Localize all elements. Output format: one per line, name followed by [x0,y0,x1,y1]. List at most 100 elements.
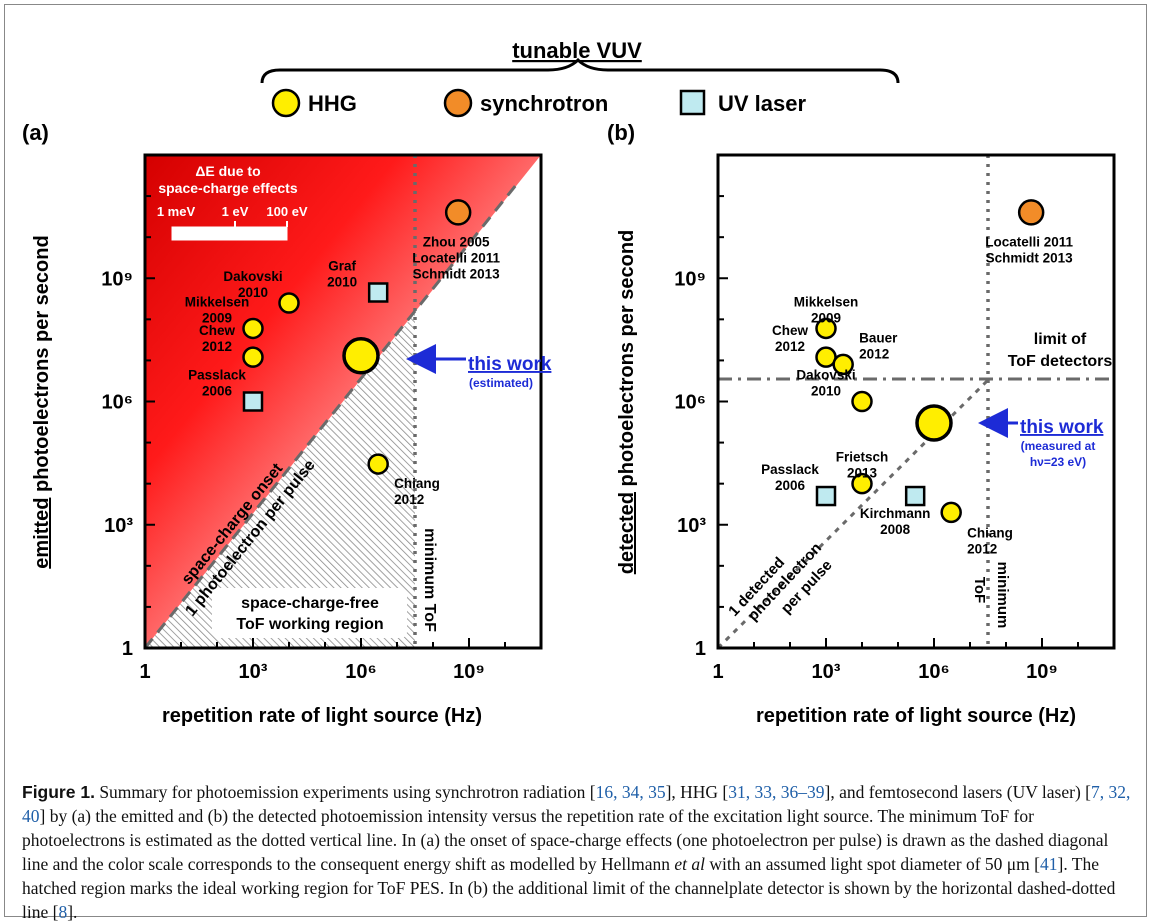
axis-ticks-a: 1 10³ 10⁶ 10⁹ 1 10³ 10⁶ 10⁹ [101,154,542,683]
legend-hhg-label: HHG [308,91,357,116]
data-point-label: Chiang 2012 [967,526,1013,557]
data-point-uvlaser [904,485,926,507]
x-tick-label: 1 [712,661,723,683]
this-work-point [915,404,953,442]
data-points-a: Zhou 2005 Locatelli 2011 Schmidt 2013 Dakov… [185,199,501,507]
figure: tunable VUV HHG synchrotron UV laser (a)… [22,38,1116,727]
this-work-sub-b-1: (measured at [1021,439,1096,453]
data-point-label: Kirchmann 2008 [860,506,931,537]
limit-label-1: limit of [1034,331,1087,348]
colorscale-tick-1: 1 meV [157,204,196,219]
x-tick-label: 10³ [239,661,268,683]
data-point-HHG [815,317,837,340]
x-tick-label: 10⁹ [453,661,485,683]
y-tick-label: 10³ [677,515,706,537]
x-tick-label: 10⁶ [918,661,949,683]
data-point-HHG [851,390,873,413]
data-point-HHG [367,453,389,475]
data-point-label: Passlack 2006 [761,462,819,493]
colorscale-title-1: ΔE due to [195,163,260,179]
citation-link[interactable]: 31, 33, 36–39 [728,782,825,802]
data-point-label: Chew 2012 [199,323,236,354]
this-work-annotation-a: this work (estimated) [406,344,552,390]
y-axis-label-a: emitted photoelectrons per second [31,235,53,568]
data-point-label: Chew 2012 [772,323,809,354]
this-work-sub-b-2: hν=23 eV) [1030,455,1086,469]
working-region-box: space-charge-free ToF working region [212,588,407,638]
colorscale-tick-2: 1 eV [222,204,249,219]
legend-uvlaser-marker [679,89,706,116]
citation-link[interactable]: 16, 34, 35 [595,782,666,802]
legend-synchrotron-marker [443,88,473,118]
data-point-uvlaser [367,282,389,303]
this-work-annotation-b: this work (measured at hν=23 eV) [978,408,1104,469]
data-point-HHG [242,346,264,368]
panel-b-tag: (b) [607,120,635,145]
working-region-label-2: ToF working region [236,616,383,633]
legend-brace [260,57,900,84]
x-tick-label: 10⁶ [345,661,376,683]
figure-frame [4,4,1147,917]
legend-hhg-marker [271,88,301,118]
minimum-tof-label-a: minimum ToF [421,528,438,632]
data-point-label: Zhou 2005 Locatelli 2011 Schmidt 2013 [412,234,500,281]
data-point-uvlaser [242,391,264,412]
y-tick-label: 10⁹ [101,268,133,290]
y-tick-label: 10⁶ [102,392,133,414]
citation-link[interactable]: 41 [1040,854,1058,874]
colorscale-tick-3: 100 eV [266,204,308,219]
data-point-HHG [832,353,854,376]
legend-uvlaser-label: UV laser [718,91,806,116]
axis-ticks-b: 1 10³ 10⁶ 10⁹ 1 10³ 10⁶ 10⁹ [674,154,1115,683]
panel-b: (b) limit of ToF detectors 1 detected ph… [607,120,1116,727]
panel-a-tag: (a) [22,120,49,145]
y-tick-label: 10⁶ [675,392,706,414]
y-tick-label: 1 [122,638,133,660]
colorscale-legend: ΔE due to space-charge effects 1 meV 1 e… [157,163,308,241]
data-point-label: Locatelli 2011 Schmidt 2013 [985,234,1073,265]
y-tick-label: 10⁹ [674,268,706,290]
legend-synchrotron-label: synchrotron [480,91,608,116]
data-point-label: Mikkelsen 2009 [794,294,859,325]
data-point-synchrotron [444,199,472,226]
x-tick-label: 10⁹ [1026,661,1058,683]
x-tick-label: 10³ [812,661,841,683]
data-point-HHG [851,472,873,495]
y-tick-label: 10³ [104,515,133,537]
data-point-synchrotron [1017,199,1045,226]
data-point-label: Frietsch 2013 [836,450,889,481]
data-point-label: Graf 2010 [327,258,357,289]
data-point-uvlaser [815,485,837,507]
data-point-HHG [940,501,962,524]
figure-caption: Figure 1. Summary for photoemission expe… [22,782,1131,922]
panel-a: (a) ΔE due to space-charge effects 1 meV… [22,120,552,727]
citation-link[interactable]: 8 [58,902,68,922]
data-point-HHG [278,292,300,314]
this-work-point [342,336,380,375]
this-work-sub-a: (estimated) [469,376,533,390]
colorscale-title-2: space-charge effects [158,180,298,196]
data-point-label: Passlack 2006 [188,368,246,399]
minimum-label-b: minimum [994,562,1011,629]
limit-label-2: ToF detectors [1008,353,1113,370]
y-tick-label: 1 [695,638,706,660]
x-axis-label-b: repetition rate of light source (Hz) [756,705,1076,727]
data-point-label: Dakovski 2010 [223,269,282,300]
working-region-label-1: space-charge-free [241,595,379,612]
tof-label-b: ToF [971,577,988,603]
caption-lead: Figure 1. [22,782,95,802]
x-tick-label: 1 [139,661,150,683]
space-charge-colorscale [145,155,541,648]
y-axis-label-b: detected photoelectrons per second [616,230,638,575]
data-point-label: Dakovski 2010 [796,368,855,399]
this-work-label-b: this work [1020,417,1104,438]
data-point-label: Chiang 2012 [394,476,440,507]
data-point-label: Mikkelsen 2009 [185,294,250,325]
this-work-label-a: this work [468,354,552,375]
x-axis-label-a: repetition rate of light source (Hz) [162,705,482,727]
citation-link[interactable]: 7, 32, 40 [22,782,1131,826]
data-point-HHG [242,317,264,340]
data-point-label: Bauer 2012 [859,330,898,361]
legend: tunable VUV HHG synchrotron UV laser [260,38,900,118]
